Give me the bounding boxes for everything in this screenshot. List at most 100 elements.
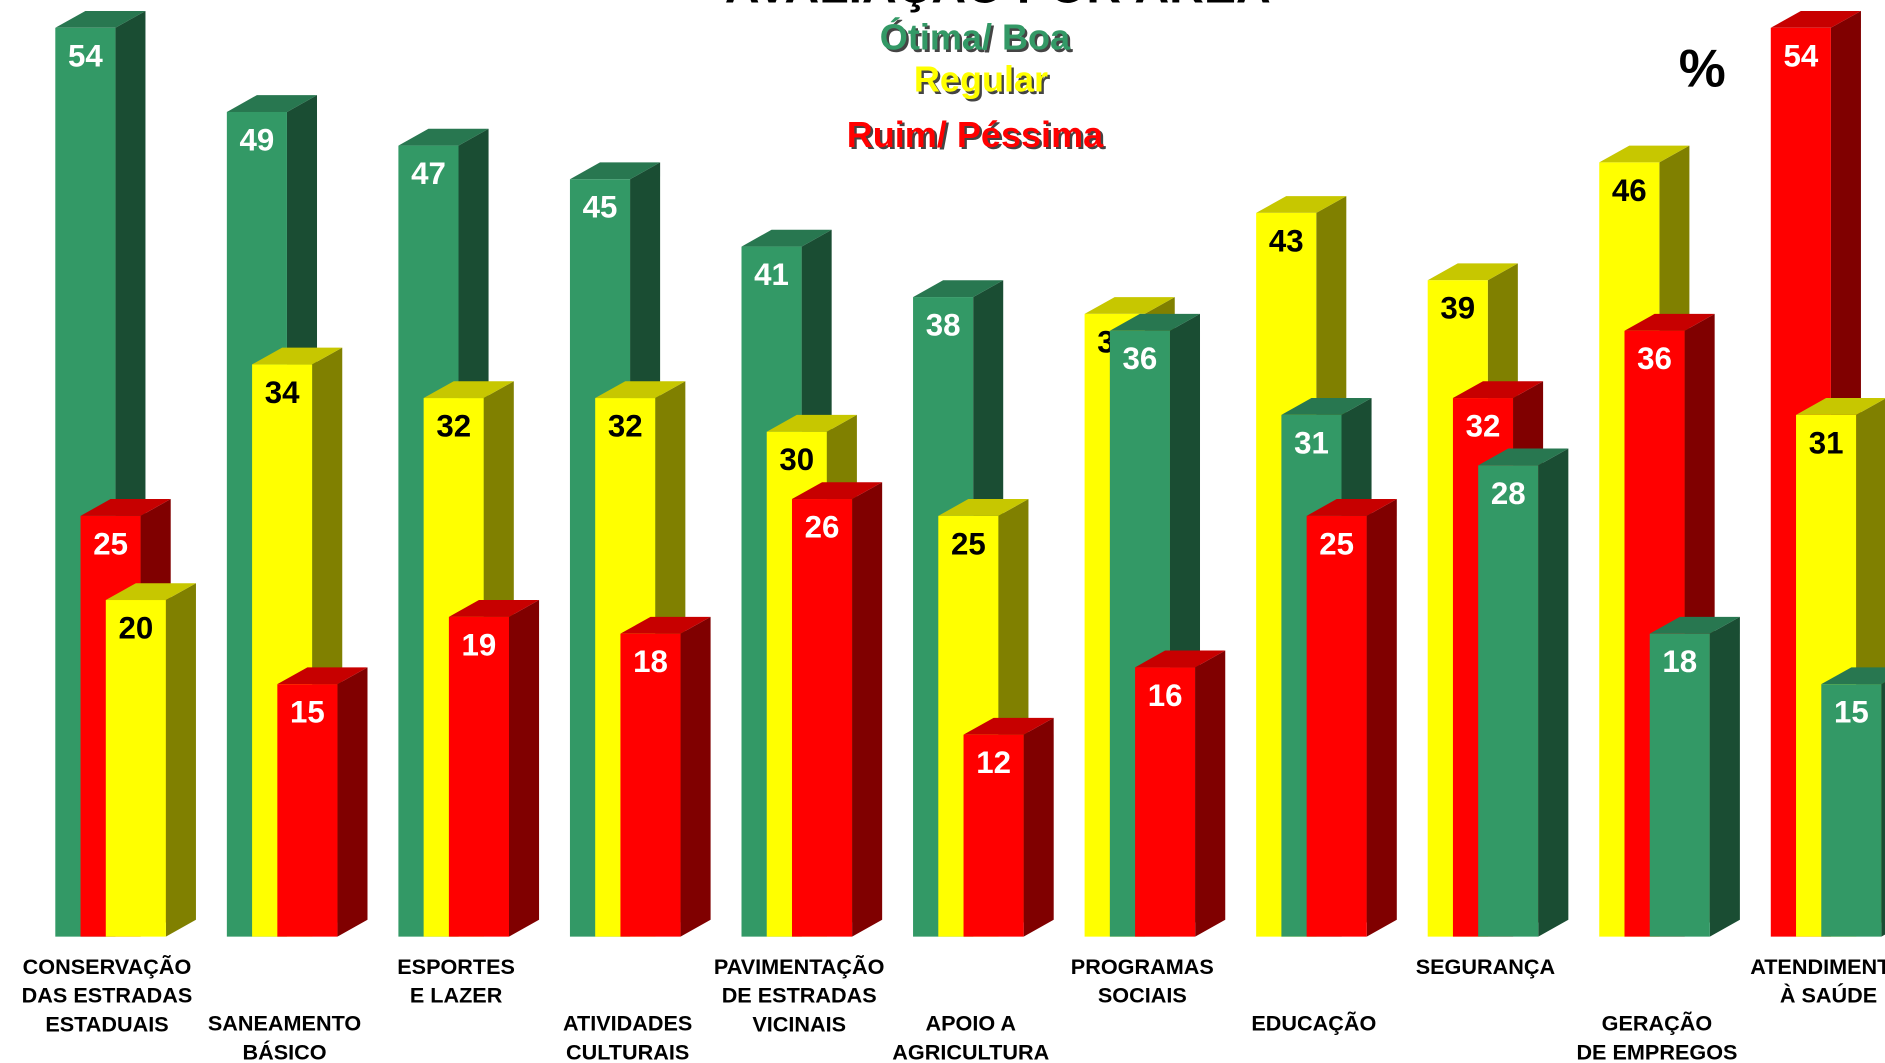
data-label: 31 [1809, 425, 1844, 460]
bar-top [1649, 616, 1740, 634]
data-label: 36 [1123, 341, 1158, 376]
data-label: 19 [462, 627, 497, 662]
bar-side [680, 616, 711, 937]
data-label: 26 [805, 510, 840, 545]
data-label: 46 [1612, 173, 1647, 208]
bar-top [1796, 398, 1885, 415]
x-tick-label: BÁSICO [242, 1039, 326, 1063]
bar-top [55, 10, 146, 28]
bar-top [226, 95, 318, 112]
data-label: 36 [1637, 341, 1672, 376]
data-label: 15 [1834, 695, 1869, 730]
x-tick-label: DE ESTRADAS [722, 983, 877, 1008]
data-label: 28 [1491, 476, 1526, 511]
bar-side [165, 583, 196, 937]
data-label: 15 [290, 695, 325, 730]
legend-shadow: Ótima/ Boa [882, 18, 1073, 60]
bar-top [1599, 145, 1690, 163]
x-tick-label: ATIVIDADES [563, 1010, 692, 1035]
x-tick-label: E LAZER [410, 983, 503, 1008]
bar-front [791, 499, 853, 937]
x-tick-label: CONSERVAÇÃO [23, 954, 192, 979]
bar-front [105, 600, 166, 937]
bar [1821, 667, 1885, 937]
data-label: 16 [1148, 678, 1183, 713]
bar [1478, 448, 1569, 937]
bar-side [1709, 616, 1740, 937]
data-label: 32 [436, 409, 471, 444]
data-label: 34 [265, 375, 300, 410]
bar-front [1821, 684, 1882, 937]
bar-front [620, 633, 681, 937]
data-label: 25 [1319, 526, 1354, 561]
bar-top [620, 616, 711, 634]
bar [105, 583, 196, 937]
data-label: 20 [118, 610, 153, 645]
bar-side [337, 667, 368, 937]
bar-top [913, 280, 1004, 298]
x-tick-label: DAS ESTRADAS [22, 983, 193, 1008]
x-tick-label: GERAÇÃO [1602, 1010, 1713, 1035]
bar-side [1538, 448, 1569, 937]
x-tick-label: APOIO A [925, 1010, 1016, 1035]
unit-label: % [1679, 40, 1726, 99]
chart-title: AVALIAÇÃO POR ÁREA [725, 0, 1271, 14]
bar-front [1649, 633, 1710, 937]
x-tick-label: À SAÚDE [1780, 983, 1877, 1008]
data-label: 54 [68, 38, 103, 73]
bar-front [448, 616, 509, 937]
legend-entry: Ótima/ Boa [880, 15, 1071, 57]
legend-shadow: Ruim/ Péssima [849, 116, 1106, 157]
data-label: 30 [779, 442, 814, 477]
data-label: 47 [411, 156, 446, 191]
bar-top [1478, 448, 1569, 466]
data-label: 25 [951, 526, 986, 561]
x-tick-label: ATENDIMENTO [1750, 954, 1885, 979]
bar-side [1366, 499, 1397, 937]
bar-top [963, 717, 1054, 735]
bar [1306, 499, 1397, 937]
bar-front [1306, 515, 1367, 937]
bar [963, 717, 1054, 937]
bar-side [1881, 682, 1885, 937]
x-tick-label: DE EMPREGOS [1576, 1039, 1737, 1063]
bar-front [277, 684, 338, 937]
x-tick-label: VICINAIS [752, 1012, 846, 1037]
bar-top [252, 347, 343, 365]
legend-entry: Ruim/ Péssima [847, 114, 1104, 155]
data-label: 41 [754, 257, 789, 292]
data-label: 32 [608, 409, 643, 444]
x-tick-label: PROGRAMAS [1071, 954, 1214, 979]
bar-front [1478, 465, 1539, 937]
bar-top [398, 128, 489, 146]
data-label: 38 [926, 308, 961, 343]
data-label: 32 [1466, 409, 1501, 444]
bar-side [1195, 650, 1226, 937]
data-label: 31 [1294, 425, 1329, 460]
data-label: 18 [633, 644, 668, 679]
x-tick-label: SANEAMENTO [208, 1010, 361, 1035]
bar [277, 667, 368, 937]
data-label: 54 [1783, 38, 1818, 73]
bar-top [766, 414, 857, 432]
x-tick-label: ESPORTES [397, 954, 515, 979]
bar-front [1135, 667, 1196, 937]
data-label: 18 [1662, 644, 1697, 679]
bar-side [508, 600, 540, 937]
data-label: 12 [976, 745, 1011, 780]
x-tick-label: CULTURAIS [566, 1039, 689, 1063]
bar [448, 600, 540, 937]
data-label: 39 [1440, 291, 1475, 326]
bar-side [1023, 717, 1054, 937]
bar-top [1770, 10, 1861, 28]
bar [620, 616, 711, 937]
bar-top [1821, 667, 1885, 685]
bar [1135, 650, 1226, 937]
bar [1649, 616, 1740, 937]
bar-front [963, 734, 1024, 937]
bar-top [569, 162, 661, 180]
x-tick-label: SOCIAIS [1098, 983, 1187, 1008]
x-tick-label: PAVIMENTAÇÃO [714, 954, 885, 979]
